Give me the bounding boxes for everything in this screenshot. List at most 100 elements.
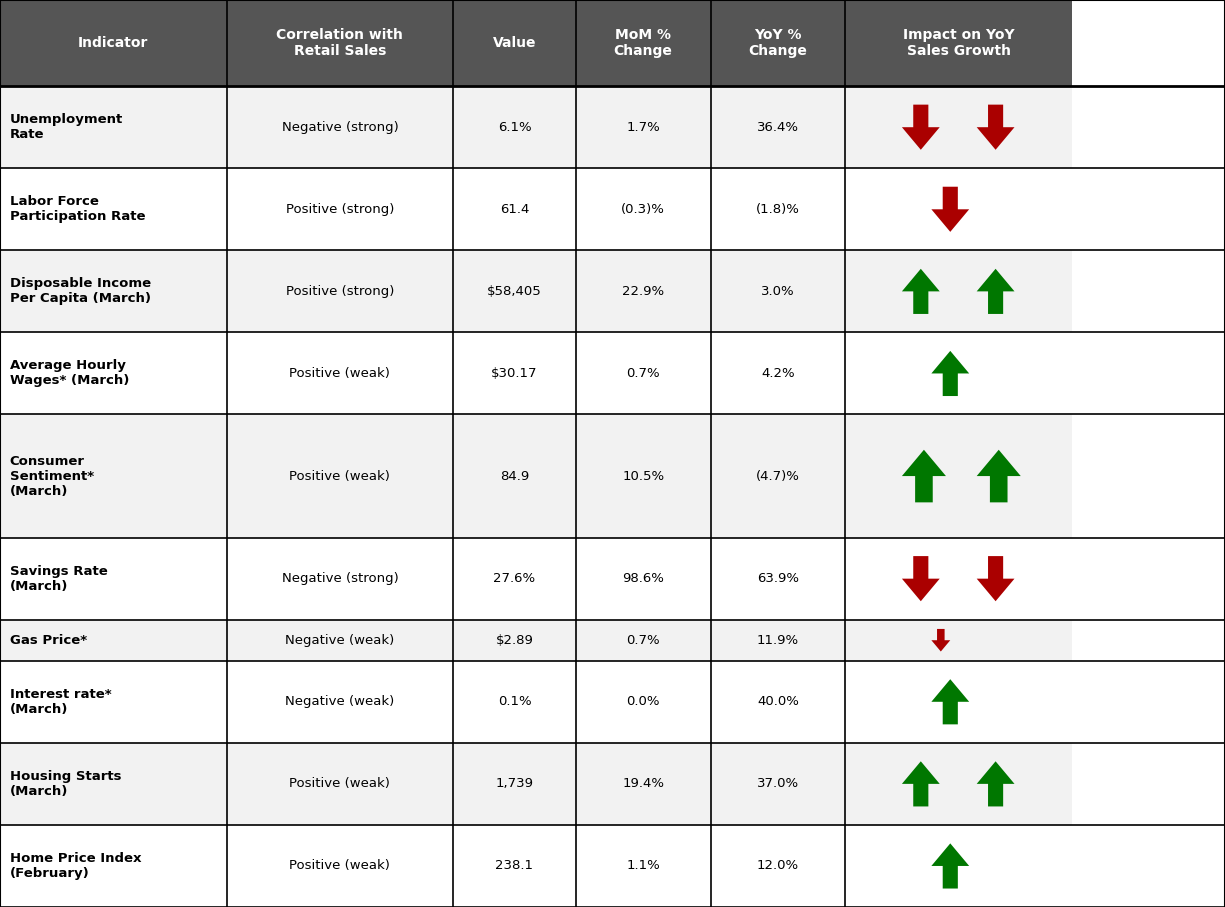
Bar xyxy=(710,538,845,619)
Bar xyxy=(0,333,227,414)
Bar xyxy=(845,538,1072,619)
Bar xyxy=(710,414,845,538)
Polygon shape xyxy=(902,268,940,314)
Bar xyxy=(576,250,710,333)
Bar xyxy=(453,661,576,743)
Text: (0.3)%: (0.3)% xyxy=(621,203,665,216)
Polygon shape xyxy=(931,844,969,889)
Polygon shape xyxy=(902,556,940,601)
Text: Positive (strong): Positive (strong) xyxy=(285,285,394,297)
Text: 1,739: 1,739 xyxy=(495,777,534,790)
Text: Positive (strong): Positive (strong) xyxy=(285,203,394,216)
Bar xyxy=(453,333,576,414)
Polygon shape xyxy=(931,187,969,232)
Bar xyxy=(227,743,453,825)
Text: 238.1: 238.1 xyxy=(495,860,534,873)
Bar xyxy=(845,619,1072,661)
Bar xyxy=(576,86,710,169)
Text: 0.7%: 0.7% xyxy=(626,367,660,380)
Polygon shape xyxy=(976,268,1014,314)
Text: Correlation with
Retail Sales: Correlation with Retail Sales xyxy=(277,28,403,58)
Text: 11.9%: 11.9% xyxy=(757,634,799,647)
Bar xyxy=(227,825,453,907)
Text: Impact on YoY
Sales Growth: Impact on YoY Sales Growth xyxy=(903,28,1014,58)
Polygon shape xyxy=(976,104,1014,150)
Text: Savings Rate
(March): Savings Rate (March) xyxy=(10,565,108,592)
Bar xyxy=(453,86,576,169)
Bar xyxy=(0,825,227,907)
Text: 84.9: 84.9 xyxy=(500,470,529,483)
Bar xyxy=(845,825,1072,907)
Text: 10.5%: 10.5% xyxy=(622,470,664,483)
Text: 6.1%: 6.1% xyxy=(497,121,532,133)
Text: $2.89: $2.89 xyxy=(496,634,533,647)
Text: $58,405: $58,405 xyxy=(488,285,541,297)
Text: Negative (weak): Negative (weak) xyxy=(285,634,394,647)
Bar xyxy=(710,333,845,414)
Polygon shape xyxy=(976,761,1014,806)
Bar xyxy=(576,661,710,743)
Bar xyxy=(227,538,453,619)
Bar xyxy=(576,414,710,538)
Bar xyxy=(576,825,710,907)
Text: Positive (weak): Positive (weak) xyxy=(289,777,391,790)
Polygon shape xyxy=(902,761,940,806)
Text: Disposable Income
Per Capita (March): Disposable Income Per Capita (March) xyxy=(10,278,151,306)
Bar xyxy=(227,414,453,538)
Text: Unemployment
Rate: Unemployment Rate xyxy=(10,113,122,141)
Bar xyxy=(576,538,710,619)
Bar xyxy=(453,825,576,907)
Bar xyxy=(453,250,576,333)
Text: 12.0%: 12.0% xyxy=(757,860,799,873)
Polygon shape xyxy=(976,556,1014,601)
Bar xyxy=(845,250,1072,333)
Polygon shape xyxy=(902,450,946,502)
Bar xyxy=(0,250,227,333)
Text: 27.6%: 27.6% xyxy=(494,572,535,585)
Polygon shape xyxy=(931,351,969,396)
Text: YoY %
Change: YoY % Change xyxy=(748,28,807,58)
Bar xyxy=(453,0,576,86)
Text: Positive (weak): Positive (weak) xyxy=(289,367,391,380)
Text: 0.0%: 0.0% xyxy=(626,696,660,708)
Bar xyxy=(576,168,710,250)
Text: Value: Value xyxy=(492,36,537,50)
Bar xyxy=(0,619,227,661)
Bar xyxy=(845,414,1072,538)
Bar xyxy=(0,661,227,743)
Polygon shape xyxy=(931,629,951,651)
Bar xyxy=(710,825,845,907)
Bar xyxy=(453,538,576,619)
Bar xyxy=(227,333,453,414)
Bar xyxy=(227,661,453,743)
Text: 1.7%: 1.7% xyxy=(626,121,660,133)
Text: 63.9%: 63.9% xyxy=(757,572,799,585)
Text: Gas Price*: Gas Price* xyxy=(10,634,87,647)
Bar xyxy=(0,168,227,250)
Bar xyxy=(576,0,710,86)
Bar xyxy=(0,538,227,619)
Polygon shape xyxy=(902,104,940,150)
Text: 37.0%: 37.0% xyxy=(757,777,799,790)
Text: 1.1%: 1.1% xyxy=(626,860,660,873)
Bar xyxy=(453,743,576,825)
Text: 3.0%: 3.0% xyxy=(761,285,795,297)
Text: Indicator: Indicator xyxy=(78,36,148,50)
Bar xyxy=(845,86,1072,169)
Text: 40.0%: 40.0% xyxy=(757,696,799,708)
Bar xyxy=(845,743,1072,825)
Text: 61.4: 61.4 xyxy=(500,203,529,216)
Bar xyxy=(0,743,227,825)
Text: $30.17: $30.17 xyxy=(491,367,538,380)
Text: (4.7)%: (4.7)% xyxy=(756,470,800,483)
Bar xyxy=(453,168,576,250)
Bar xyxy=(710,250,845,333)
Bar xyxy=(710,661,845,743)
Text: 0.7%: 0.7% xyxy=(626,634,660,647)
Text: 4.2%: 4.2% xyxy=(761,367,795,380)
Bar xyxy=(576,333,710,414)
Text: Positive (weak): Positive (weak) xyxy=(289,860,391,873)
Bar xyxy=(0,414,227,538)
Text: Labor Force
Participation Rate: Labor Force Participation Rate xyxy=(10,195,146,223)
Text: 0.1%: 0.1% xyxy=(497,696,532,708)
